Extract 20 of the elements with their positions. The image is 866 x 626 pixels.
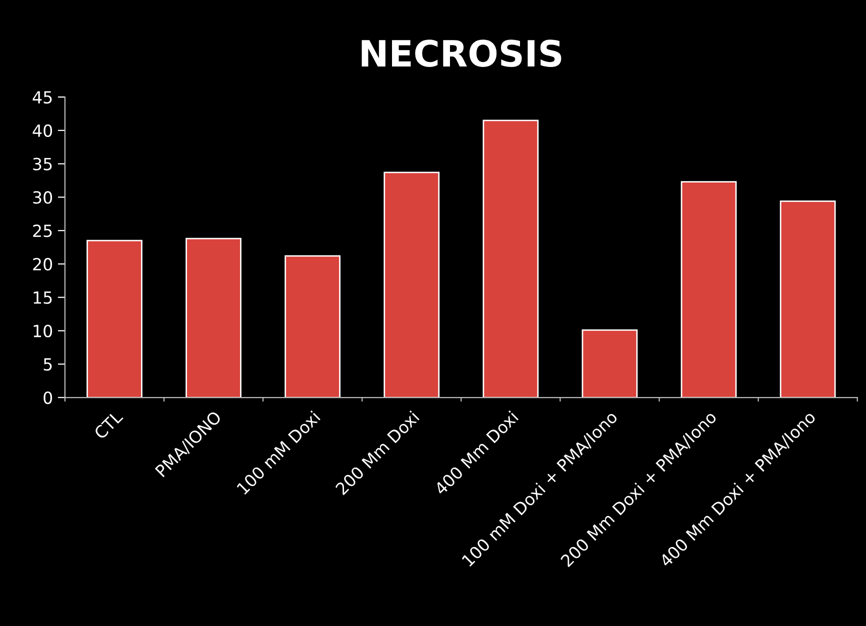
bar	[780, 200, 836, 398]
bar	[582, 329, 638, 398]
y-tick-label: 20	[33, 258, 52, 271]
bar	[86, 240, 142, 398]
x-tick-label: CTL	[93, 410, 124, 440]
bar	[384, 172, 440, 398]
y-tick-label: 10	[34, 324, 52, 338]
y-tick-label: 30	[33, 191, 52, 204]
y-tick-label: 45	[32, 91, 52, 104]
bar	[186, 238, 242, 398]
y-tick-label: 15	[34, 292, 52, 304]
chart-title: NECROSIS	[362, 40, 562, 67]
y-tick-label: 35	[33, 158, 52, 170]
y-tick-label: 40	[32, 124, 52, 137]
y-tick-label: 25	[33, 224, 52, 238]
y-tick-label: 0	[44, 391, 52, 404]
bar	[680, 181, 737, 398]
bar	[482, 120, 539, 398]
bar	[284, 255, 341, 398]
y-tick-label: 5	[44, 358, 52, 371]
